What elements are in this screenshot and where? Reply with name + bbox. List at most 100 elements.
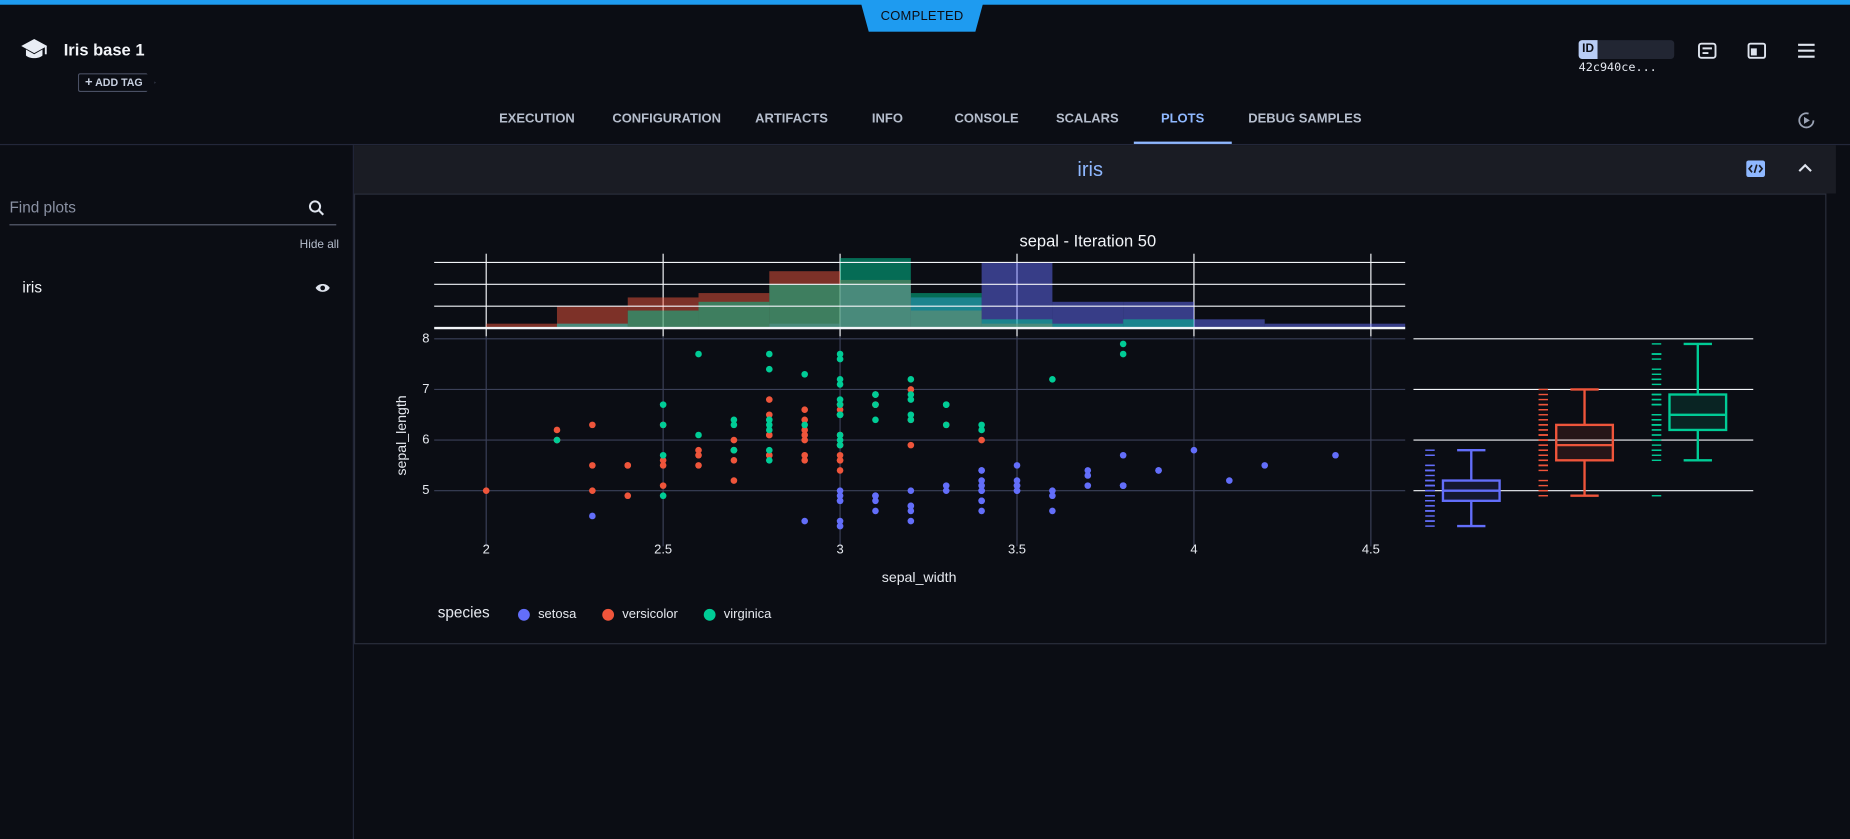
scatter-point — [978, 507, 985, 515]
box-body — [1555, 423, 1615, 462]
experiment-title: Iris base 1 — [63, 40, 145, 60]
grid-layer — [434, 253, 1754, 547]
scatter-point — [872, 416, 879, 424]
scatter-point — [836, 396, 844, 403]
legend-label: setosa — [538, 606, 577, 621]
scatter-point — [872, 401, 879, 408]
histogram-bar — [556, 306, 628, 329]
scatter-point — [1261, 462, 1269, 469]
scatter-point — [907, 517, 915, 525]
tab[interactable]: ARTIFACTS — [755, 112, 828, 127]
scatter-point — [482, 487, 490, 494]
tab[interactable]: INFO — [871, 112, 903, 127]
y-tick-label: 8 — [422, 330, 429, 345]
scatter-point — [836, 487, 844, 494]
scatter-point — [765, 396, 773, 403]
scatter-point — [836, 406, 844, 414]
scatter-point — [765, 421, 773, 429]
scatter-point — [836, 411, 844, 419]
scatter-point — [836, 436, 844, 444]
scatter-point — [836, 381, 844, 388]
scatter-point — [907, 507, 915, 515]
layout-icon[interactable] — [1747, 42, 1766, 59]
scatter-point — [1119, 350, 1127, 358]
header-divider — [0, 143, 1850, 146]
scatter-point — [978, 497, 985, 505]
scatter-point — [907, 487, 915, 494]
plot-list-item[interactable]: iris — [22, 278, 43, 297]
scatter-point — [942, 421, 950, 429]
tab[interactable]: CONFIGURATION — [612, 112, 721, 127]
tab[interactable]: EXECUTION — [499, 112, 575, 127]
scatter-point — [836, 492, 844, 500]
scatter-point — [695, 462, 702, 469]
scatter-point — [1013, 482, 1021, 489]
histogram-bar — [840, 258, 911, 329]
histogram-bar — [1193, 319, 1265, 329]
auto-refresh-icon[interactable] — [1797, 111, 1816, 130]
scatter-point — [1084, 482, 1092, 489]
scatter-point — [695, 446, 702, 454]
add-tag-button[interactable]: + ADD TAG — [77, 73, 156, 93]
x-tick-label: 3.5 — [1008, 541, 1026, 556]
tab[interactable]: DEBUG SAMPLES — [1248, 112, 1362, 127]
scatter-point — [801, 416, 808, 424]
scatter-point — [659, 457, 667, 464]
scatter-point — [836, 401, 844, 408]
menu-icon[interactable] — [1797, 42, 1816, 59]
visibility-icon[interactable] — [315, 282, 330, 294]
scatter-point — [1049, 507, 1056, 515]
scatter-point — [765, 365, 773, 373]
scatter-point — [907, 411, 915, 419]
tab[interactable]: SCALARS — [1055, 112, 1119, 127]
scatter-point — [695, 431, 702, 439]
collapse-icon[interactable] — [1798, 163, 1812, 172]
legend-label: versicolor — [622, 606, 678, 621]
scatter-point — [730, 457, 738, 464]
scatter-point — [1084, 467, 1092, 474]
plot-group-header: iris — [353, 145, 1836, 194]
scatter-point — [765, 411, 773, 419]
scatter-point — [765, 457, 773, 464]
x-tick-label: 4.5 — [1362, 541, 1380, 556]
scatter-point — [978, 426, 985, 434]
scatter-point — [589, 487, 596, 494]
id-badge[interactable]: ID42c940ce... — [1578, 40, 1675, 74]
scatter-point — [978, 467, 985, 474]
scatter-point — [978, 436, 985, 444]
scatter-point — [801, 370, 808, 378]
tab[interactable]: CONSOLE — [954, 112, 1019, 127]
scatter-point — [836, 441, 844, 449]
scatter-point — [836, 451, 844, 459]
hide-all-button[interactable]: Hide all — [299, 238, 340, 252]
scatter-point — [553, 426, 561, 434]
y-tick-label: 6 — [422, 431, 429, 446]
details-icon[interactable] — [1698, 42, 1717, 59]
plot-card — [353, 193, 1827, 645]
scatter-point — [695, 350, 702, 358]
search-input[interactable]: Find plots — [9, 196, 337, 226]
x-tick-label: 2 — [483, 541, 490, 556]
scatter-point — [872, 391, 879, 398]
scatter-point — [836, 517, 844, 525]
scatter-point — [801, 406, 808, 414]
scatter-point — [1049, 492, 1056, 500]
scatter-point — [836, 457, 844, 464]
x-tick-label: 4 — [1190, 541, 1197, 556]
scatter-point — [1013, 462, 1021, 469]
scatter-point — [836, 467, 844, 474]
scatter-point — [978, 421, 985, 429]
scatter-point — [1013, 477, 1021, 484]
mark-layer — [434, 258, 1728, 530]
scatter-point — [801, 421, 808, 429]
scatter-point — [801, 426, 808, 434]
scatter-point — [730, 446, 738, 454]
legend-marker — [518, 608, 530, 621]
tab[interactable]: PLOTS — [1133, 105, 1232, 144]
embed-code-icon[interactable] — [1746, 160, 1766, 178]
scatter-point — [553, 436, 561, 444]
scatter-point — [765, 431, 773, 439]
id-value: 42c940ce... — [1578, 61, 1657, 75]
x-axis-label: sepal_width — [882, 569, 957, 585]
